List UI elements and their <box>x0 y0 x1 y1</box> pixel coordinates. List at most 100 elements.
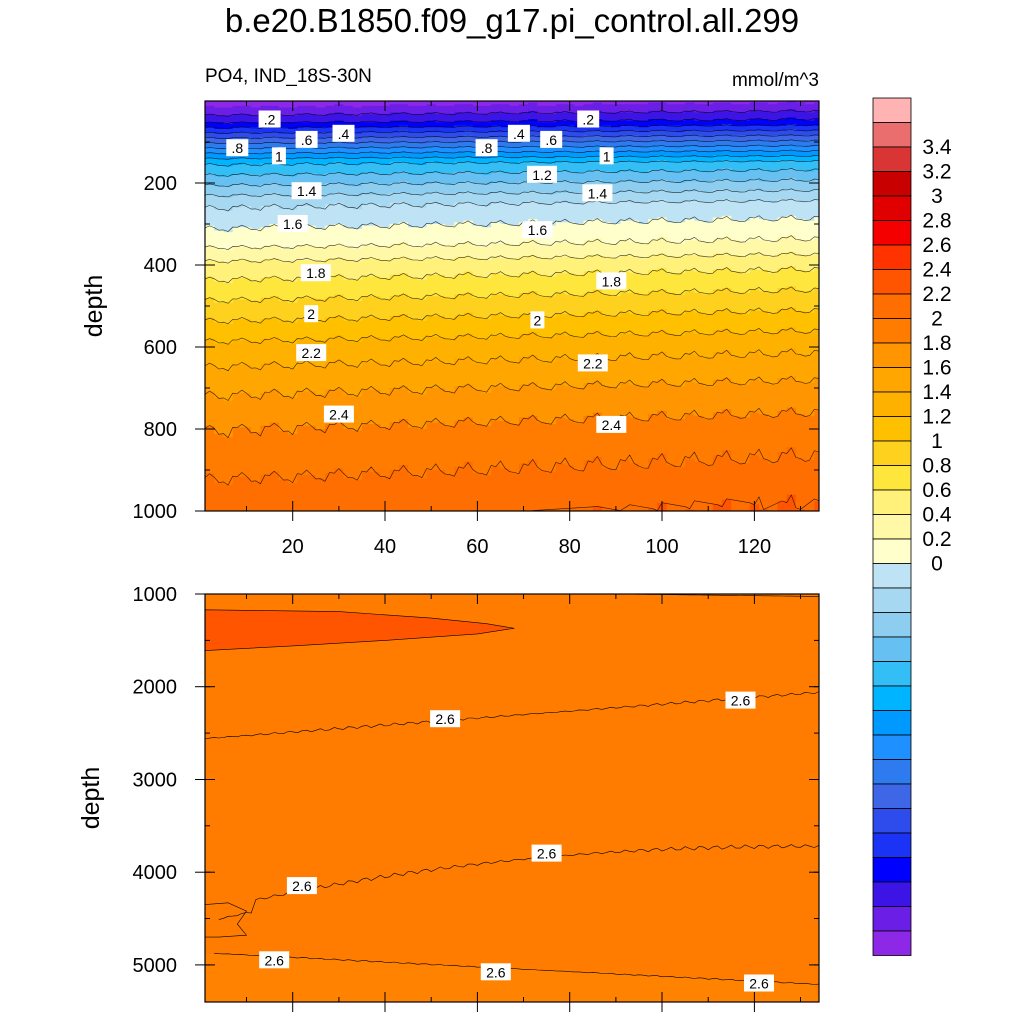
contour-fill-cell <box>694 161 705 173</box>
contour-fill-cell <box>325 163 335 174</box>
contour-fill-cell <box>712 455 723 506</box>
contour-fill-cell <box>297 122 308 128</box>
contour-fill-cell <box>795 381 806 415</box>
contour-fill-cell <box>352 366 363 397</box>
contour-label: 2.6 <box>292 878 312 894</box>
contour-fill-cell <box>685 130 695 137</box>
contour-fill-cell <box>334 161 345 174</box>
contour-fill-cell <box>740 135 751 143</box>
contour-fill-cell <box>620 140 631 148</box>
contour-fill-cell <box>537 122 548 128</box>
contour-fill-cell <box>583 312 594 335</box>
contour-fill-cell <box>749 161 760 171</box>
contour-fill-cell <box>297 474 308 511</box>
contour-fill-cell <box>638 112 649 122</box>
contour-fill-cell <box>408 278 418 299</box>
colorbar-label: 0.6 <box>922 479 951 502</box>
contour-fill-cell <box>694 220 705 241</box>
contour-fill-cell <box>814 287 819 310</box>
contour-fill-cell <box>251 133 261 140</box>
contour-fill-cell <box>435 142 446 148</box>
contour-fill-cell <box>278 186 289 197</box>
contour-fill-cell <box>500 120 511 128</box>
contour-fill-cell <box>408 153 418 159</box>
contour-fill-cell <box>583 135 594 141</box>
contour-fill-cell <box>657 179 668 191</box>
contour-fill-cell <box>648 201 659 220</box>
contour-fill-cell <box>352 430 363 481</box>
contour-fill-cell <box>555 156 566 163</box>
contour-fill-cell <box>454 466 465 511</box>
contour-fill-cell <box>712 351 723 381</box>
top-panel-contour-fill <box>205 101 819 511</box>
contour-fill-cell <box>509 146 520 153</box>
contour-fill-cell <box>481 158 492 164</box>
contour-fill-cell <box>648 414 659 460</box>
contour-fill-cell <box>574 127 585 133</box>
contour-fill-cell <box>260 194 271 207</box>
contour-fill-cell <box>361 258 372 278</box>
contour-fill-cell <box>408 205 418 228</box>
contour-fill-cell <box>657 110 668 120</box>
contour-fill-cell <box>777 268 788 289</box>
contour-fill-cell <box>325 204 335 227</box>
contour-fill-cell <box>694 312 705 335</box>
contour-fill-cell <box>528 332 538 356</box>
contour-fill-cell <box>565 222 575 243</box>
contour-fill-cell <box>205 225 215 246</box>
contour-fill-cell <box>445 153 455 159</box>
top-panel-units-label: mmol/m^3 <box>732 70 819 91</box>
contour-fill-cell <box>675 256 686 274</box>
contour-fill-cell <box>546 204 557 227</box>
contour-fill-cell <box>241 153 252 159</box>
contour-fill-cell <box>500 132 511 138</box>
contour-fill-cell <box>657 351 668 381</box>
contour-fill-cell <box>426 142 437 148</box>
contour-fill-cell <box>260 319 271 340</box>
contour-fill-cell <box>205 153 215 159</box>
contour-fill-cell <box>445 101 455 107</box>
contour-fill-cell <box>288 153 298 159</box>
contour-fill-cell <box>223 186 234 199</box>
contour-fill-cell <box>583 271 594 294</box>
contour-fill-cell <box>675 171 686 184</box>
contour-fill-cell <box>712 253 723 271</box>
contour-fill-cell <box>417 227 428 248</box>
contour-fill-cell <box>278 127 289 135</box>
contour-fill-cell <box>352 261 363 281</box>
contour-fill-cell <box>251 122 261 128</box>
contour-fill-cell <box>205 473 215 511</box>
contour-fill-cell <box>380 299 391 320</box>
contour-fill-cell <box>574 192 585 205</box>
contour-label-box <box>599 147 614 165</box>
contour-fill-cell <box>583 140 594 148</box>
contour-fill-cell <box>583 383 594 417</box>
contour-fill-cell <box>361 163 372 174</box>
contour-fill-cell <box>620 125 631 132</box>
contour-fill-cell <box>694 125 705 132</box>
contour-fill-cell <box>269 317 280 338</box>
contour-fill-cell <box>361 245 372 260</box>
contour-fill-cell <box>565 171 575 182</box>
contour-fill-cell <box>509 361 520 391</box>
contour-fill-cell <box>232 101 243 107</box>
contour-fill-cell <box>574 146 585 153</box>
contour-fill-cell <box>758 355 769 383</box>
contour-fill-cell <box>768 146 779 153</box>
contour-fill-cell <box>500 335 511 361</box>
contour-fill-cell <box>758 125 769 132</box>
contour-fill-cell <box>657 330 668 353</box>
contour-fill-cell <box>241 427 252 478</box>
contour-fill-cell <box>343 227 354 248</box>
contour-fill-cell <box>768 181 779 192</box>
contour-fill-cell <box>251 368 261 399</box>
contour-label-box <box>596 272 627 290</box>
contour-fill-cell <box>629 417 640 465</box>
contour-fill-cell <box>380 194 391 209</box>
contour-fill-cell <box>509 258 520 278</box>
contour-fill-cell <box>694 120 705 127</box>
contour-fill-cell <box>675 183 686 194</box>
colorbar-label: 1.4 <box>922 381 952 404</box>
contour-fill-cell <box>786 189 797 200</box>
contour-fill-cell <box>408 319 418 340</box>
